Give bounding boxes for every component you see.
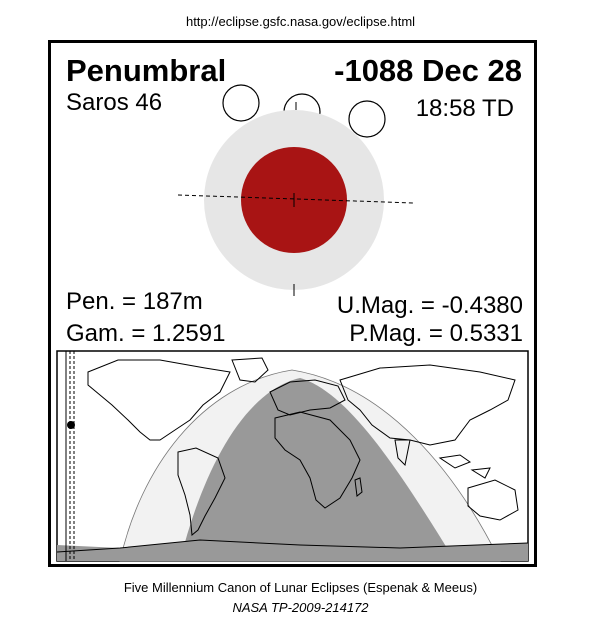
moon-exit-circle (348, 100, 386, 138)
eclipse-type: Penumbral (66, 53, 227, 88)
world-map (56, 350, 529, 562)
eclipse-panel-frame (48, 40, 537, 567)
eclipse-time: 18:58 TD (415, 95, 514, 122)
moon-path-line (177, 194, 415, 204)
gamma-value: Gam. = 1.2591 (66, 320, 226, 347)
umbral-magnitude: U.Mag. = -0.4380 (336, 292, 523, 319)
footer-nasa-reference: NASA TP-2009-214172 (232, 600, 369, 615)
pen-duration: Pen. = 187m (66, 288, 203, 315)
eclipse-date: -1088 Dec 28 (334, 53, 522, 88)
source-url: http://eclipse.gsfc.nasa.gov/eclipse.htm… (185, 14, 416, 29)
footer-canon-title: Five Millennium Canon of Lunar Eclipses … (123, 580, 478, 595)
sub-lunar-point (67, 421, 75, 429)
continent-outlines (56, 357, 529, 553)
penumbral-magnitude: P.Mag. = 0.5331 (349, 320, 523, 347)
eclipse-visible-region (180, 378, 455, 561)
saros-number: Saros 46 (66, 89, 163, 116)
moon-entry-circle (222, 84, 260, 122)
